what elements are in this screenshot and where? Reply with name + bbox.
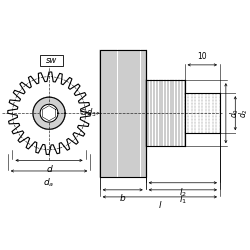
Text: l: l (158, 201, 161, 210)
Text: b: b (120, 194, 126, 202)
Text: d$_0$: d$_0$ (228, 108, 241, 118)
Text: 10: 10 (198, 52, 207, 61)
Text: d$_2$: d$_2$ (238, 108, 250, 118)
Text: sw: sw (46, 56, 57, 65)
Circle shape (33, 97, 65, 129)
Text: l$_1$: l$_1$ (179, 194, 187, 206)
Text: d: d (46, 164, 52, 173)
Text: l$_2$: l$_2$ (179, 186, 187, 199)
Text: d$_a$: d$_a$ (44, 176, 55, 189)
Text: $\varnothing$d$_3$: $\varnothing$d$_3$ (79, 107, 97, 120)
Circle shape (40, 104, 58, 122)
